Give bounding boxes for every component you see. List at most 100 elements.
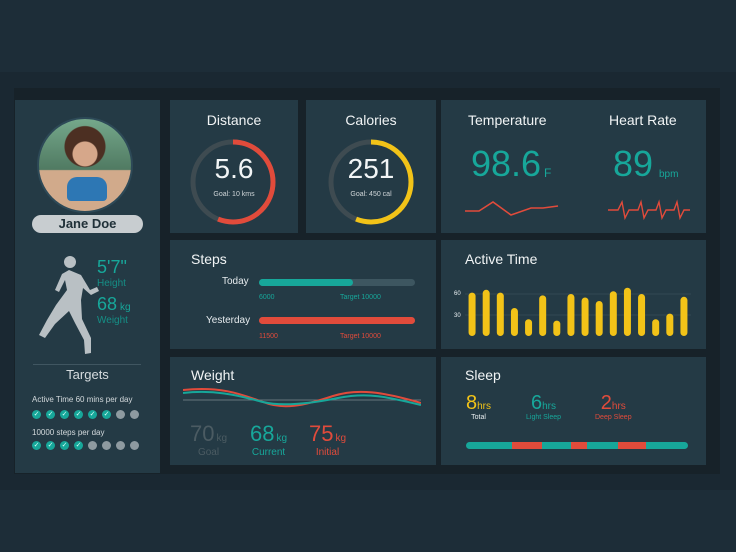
weight-initial-unit: kg	[335, 433, 347, 444]
target-dot: ✓	[46, 441, 55, 450]
target-active-label: Active Time 60 mins per day	[32, 395, 133, 404]
sleep-light: 6hrs Light Sleep	[526, 392, 561, 421]
target-dot: ✓	[60, 441, 69, 450]
target-dot: ✓	[60, 410, 69, 419]
target-dot	[116, 441, 125, 450]
heart-rate-value: 89	[613, 143, 654, 184]
heart-rate-pulse	[608, 199, 690, 221]
profile-name: Jane Doe	[32, 215, 143, 233]
distance-goal: Goal: 10 kms	[213, 191, 255, 198]
runner-icon	[39, 256, 99, 354]
active-time-chart	[465, 287, 691, 336]
steps-today-label: Today	[222, 276, 249, 287]
active-time-bar	[680, 296, 688, 336]
avatar-top	[67, 177, 107, 201]
height-value: 5'7"	[97, 257, 127, 277]
target-dot: ✓	[74, 410, 83, 419]
weight-title: Weight	[191, 367, 235, 383]
calories-goal: Goal: 450 cal	[350, 191, 392, 198]
profile-weight-unit: kg	[120, 302, 131, 313]
distance-ring	[190, 139, 276, 225]
active-time-bar	[468, 292, 476, 336]
active-time-bar	[652, 319, 660, 336]
profile-weight-value: 68	[97, 294, 118, 314]
active-time-bar	[525, 319, 533, 336]
weight-current-unit: kg	[276, 433, 288, 444]
steps-yesterday-fill	[259, 317, 415, 324]
weight-metric: 68 kg Weight	[97, 294, 131, 326]
steps-today-track	[259, 279, 415, 286]
sleep-deep-value: 2	[600, 392, 612, 414]
steps-card[interactable]: Steps Today 6000 Target 10000 Yesterday …	[170, 240, 436, 349]
target-dot: ✓	[32, 441, 41, 450]
sleep-title: Sleep	[465, 367, 501, 383]
target-dot: ✓	[88, 410, 97, 419]
weight-trend-chart	[183, 388, 421, 408]
target-dot: ✓	[102, 410, 111, 419]
weight-initial-caption: Initial	[315, 447, 340, 458]
weight-goal-unit: kg	[216, 433, 228, 444]
active-time-bar	[623, 287, 631, 336]
calories-value: 251	[347, 153, 395, 184]
steps-today-value: 6000	[259, 294, 275, 301]
weight-initial-value: 75	[309, 421, 334, 446]
sleep-total-caption: Total	[471, 414, 486, 421]
calories-card[interactable]: Calories 251 Goal: 450 cal	[306, 100, 436, 233]
steps-yesterday-target: Target 10000	[340, 333, 381, 340]
steps-yesterday-track	[259, 317, 415, 324]
distance-card[interactable]: Distance 5.6 Goal: 10 kms	[170, 100, 298, 233]
vitals-card[interactable]: Temperature 98.6 F Heart Rate 89 bpm	[441, 100, 706, 233]
sleep-deep: 2hrs Deep Sleep	[595, 392, 632, 421]
target-dot	[116, 410, 125, 419]
temperature-trend-line	[465, 201, 559, 216]
sleep-total-unit: hrs	[477, 401, 492, 412]
sleep-light-caption: Light Sleep	[526, 414, 562, 421]
active-y-tick-30: 30	[454, 313, 461, 319]
sleep-deep-unit: hrs	[611, 401, 626, 412]
sleep-card[interactable]: Sleep 8hrs Total 6hrs Light Sleep 2hrs D…	[441, 357, 706, 465]
active-time-title: Active Time	[465, 251, 538, 267]
temperature-title: Temperature	[468, 112, 547, 128]
height-metric: 5'7" Height	[97, 257, 127, 289]
steps-title: Steps	[191, 251, 227, 267]
weight-goal-caption: Goal	[197, 447, 220, 458]
sleep-deep-caption: Deep Sleep	[595, 414, 632, 421]
profile-weight-caption: Weight	[97, 315, 128, 326]
weight-current: 68 kg Current	[250, 421, 287, 458]
steps-today-fill	[259, 279, 353, 286]
targets-divider	[33, 364, 141, 365]
active-y-tick-60: 60	[454, 291, 461, 297]
target-steps-dots: ✓ ✓ ✓ ✓	[32, 441, 139, 450]
active-time-bar	[595, 301, 603, 336]
sleep-light-unit: hrs	[542, 401, 557, 412]
target-dot	[102, 441, 111, 450]
target-dot	[130, 441, 139, 450]
targets-title: Targets	[66, 367, 109, 382]
active-time-bar	[666, 313, 674, 336]
active-time-bar	[496, 292, 504, 336]
calories-ring	[328, 139, 414, 225]
active-time-bar	[638, 294, 646, 336]
sleep-stage-bar	[466, 442, 688, 449]
sleep-total: 8hrs Total	[466, 392, 491, 421]
profile-card: Jane Doe 5'7" Height 68 kg Weight Targets…	[15, 100, 160, 473]
active-time-bar	[539, 295, 547, 336]
weight-current-value: 68	[250, 421, 275, 446]
active-time-bar	[581, 297, 589, 336]
weight-current-caption: Current	[251, 447, 286, 458]
distance-value: 5.6	[214, 153, 254, 184]
avatar[interactable]	[37, 117, 133, 213]
steps-yesterday-value: 11500	[259, 333, 278, 340]
steps-today-target: Target 10000	[340, 294, 381, 301]
weight-card[interactable]: Weight 70 kg Goal 68 kg Current 75 kg Initi…	[170, 357, 436, 465]
temperature-value: 98.6	[471, 143, 542, 184]
temperature-unit: F	[544, 166, 552, 180]
active-time-bar	[609, 291, 617, 336]
active-time-bar	[567, 294, 575, 336]
deep-sleep-segment	[618, 442, 646, 449]
weight-goal-value: 70	[190, 421, 215, 446]
active-time-card[interactable]: Active Time 60 30	[441, 240, 706, 349]
sleep-total-value: 8	[466, 392, 478, 414]
target-dot: ✓	[32, 410, 41, 419]
target-steps-label: 10000 steps per day	[32, 428, 105, 437]
